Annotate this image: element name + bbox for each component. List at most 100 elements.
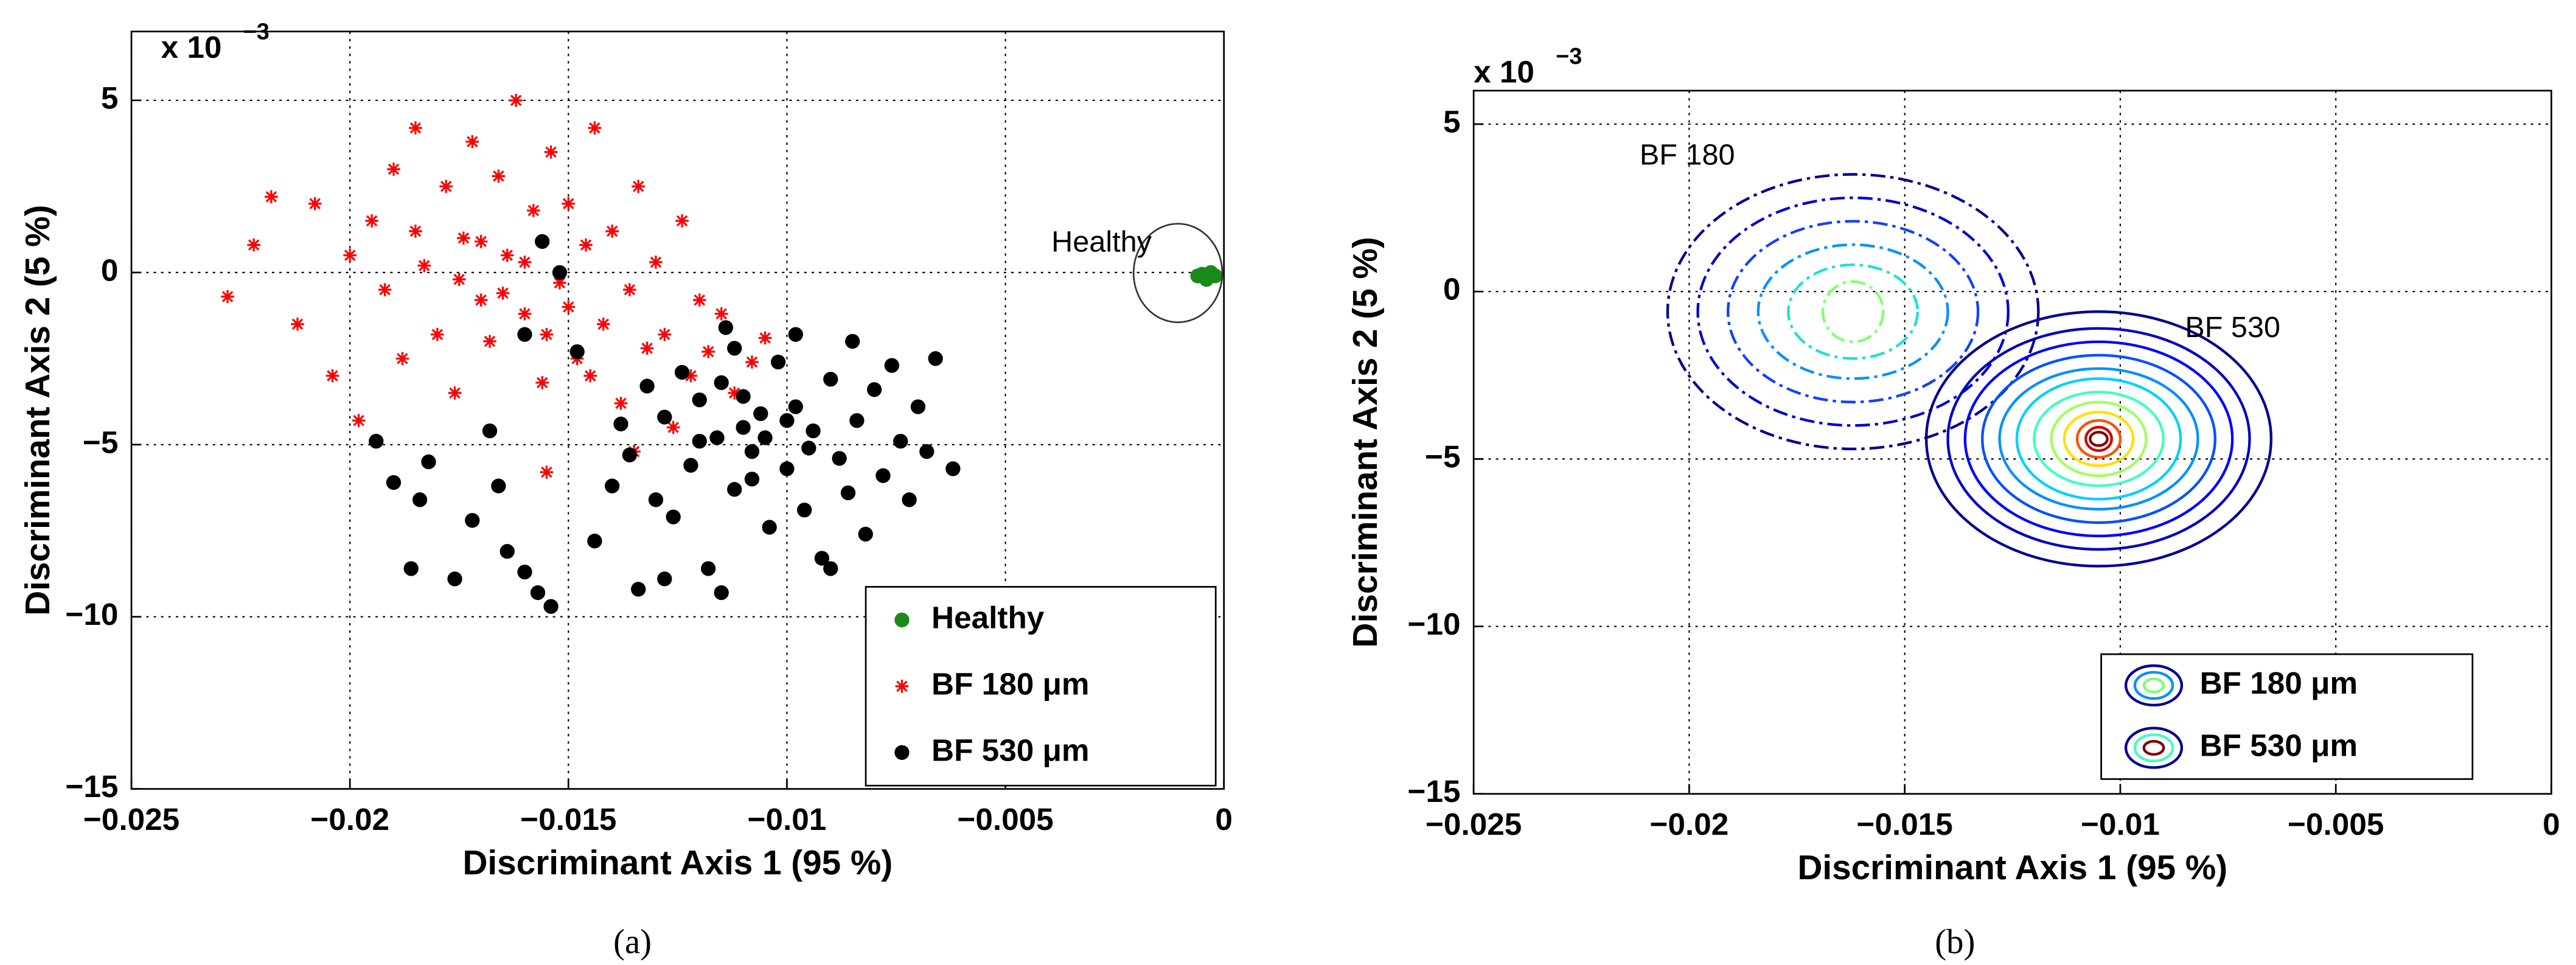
axis-multiplier: x 10 (1474, 55, 1534, 89)
star-marker (745, 355, 759, 369)
star-marker (640, 341, 654, 355)
legend-label: BF 180 μm (2200, 666, 2358, 700)
contour-line (2015, 377, 2182, 501)
point (744, 472, 760, 487)
caption: (b) (1935, 923, 1975, 961)
point (736, 389, 751, 404)
contour-line (1981, 354, 2216, 524)
point (893, 433, 908, 449)
contour-line (2075, 419, 2122, 459)
x-tick-label: −0.01 (748, 802, 827, 837)
star-marker (605, 225, 619, 238)
contour-line (1756, 243, 1949, 380)
x-tick-label: −0.025 (83, 802, 179, 837)
annotation: BF 530 (2185, 311, 2280, 344)
star-marker (439, 179, 453, 193)
star-marker (518, 307, 532, 321)
point (552, 265, 568, 280)
contour-line (1924, 310, 2273, 568)
contour-line (2084, 425, 2113, 452)
point (840, 485, 856, 501)
star-marker (684, 369, 698, 383)
star-marker (583, 369, 597, 383)
x-tick-label: −0.025 (1426, 807, 1522, 841)
x-tick-label: −0.01 (2081, 807, 2160, 841)
point (770, 354, 786, 370)
x-tick-label: −0.005 (2288, 807, 2384, 841)
point (801, 441, 816, 456)
y-tick-label: 5 (101, 80, 119, 115)
star-marker (343, 248, 357, 262)
legend-label: BF 530 μm (2200, 728, 2358, 763)
legend-marker (2124, 664, 2184, 707)
point (386, 475, 402, 490)
star-marker (474, 293, 488, 307)
point (714, 375, 729, 391)
y-tick-label: −10 (1408, 607, 1461, 641)
star-marker (509, 94, 523, 107)
star-marker (395, 352, 409, 366)
axis-multiplier-exponent: −3 (1556, 44, 1582, 69)
legend-marker (894, 612, 910, 628)
star-marker (365, 214, 378, 228)
point (919, 444, 935, 459)
plot-marks (1666, 173, 2273, 568)
point (692, 392, 707, 408)
star-marker (308, 197, 322, 211)
star-marker (535, 376, 549, 389)
point (683, 458, 698, 473)
point (727, 341, 742, 356)
star-marker (623, 283, 636, 296)
annotation-circle (1132, 223, 1224, 324)
axis-multiplier-exponent: −3 (243, 19, 270, 44)
contour-line (1998, 367, 2199, 511)
y-tick-label: −15 (1408, 774, 1461, 809)
star-marker (431, 327, 444, 341)
contour-line (1963, 340, 2234, 538)
contour-line (2050, 400, 2148, 478)
legend-marker (2133, 671, 2174, 700)
point (613, 416, 628, 431)
point (657, 409, 672, 425)
point (491, 478, 506, 493)
star-marker (452, 273, 466, 286)
point (714, 585, 729, 601)
point (806, 423, 821, 439)
x-tick-label: −0.005 (957, 802, 1053, 837)
point (421, 454, 436, 470)
legend-label: BF 530 μm (931, 733, 1089, 767)
x-tick-label: −0.015 (520, 802, 616, 837)
star-marker (265, 190, 278, 204)
star-marker (352, 414, 366, 427)
x-axis-title: Discriminant Axis 1 (95 %) (1797, 849, 2227, 887)
star-marker (596, 317, 610, 331)
star-marker (658, 327, 672, 341)
star-marker (387, 162, 400, 176)
point (762, 520, 777, 535)
point (517, 327, 532, 342)
point (666, 509, 681, 524)
star-marker (221, 290, 234, 304)
contour-line (1666, 173, 2040, 451)
point (823, 372, 838, 387)
point (530, 585, 546, 601)
y-tick-label: −15 (65, 769, 118, 804)
point (849, 413, 865, 428)
x-tick-label: −0.015 (1857, 807, 1953, 841)
star-marker (417, 259, 431, 273)
point (866, 382, 882, 397)
point (814, 551, 830, 566)
x-tick-label: 0 (1215, 802, 1233, 837)
star-marker (465, 135, 479, 148)
star-marker (649, 256, 663, 269)
contour-line (2063, 411, 2135, 467)
annotation: BF 180 (1640, 139, 1735, 172)
point (779, 413, 795, 428)
point (757, 430, 773, 445)
legend-marker (894, 745, 910, 760)
point (902, 492, 917, 507)
star-marker (483, 335, 496, 348)
star-marker (474, 235, 488, 248)
star-marker (325, 369, 339, 383)
